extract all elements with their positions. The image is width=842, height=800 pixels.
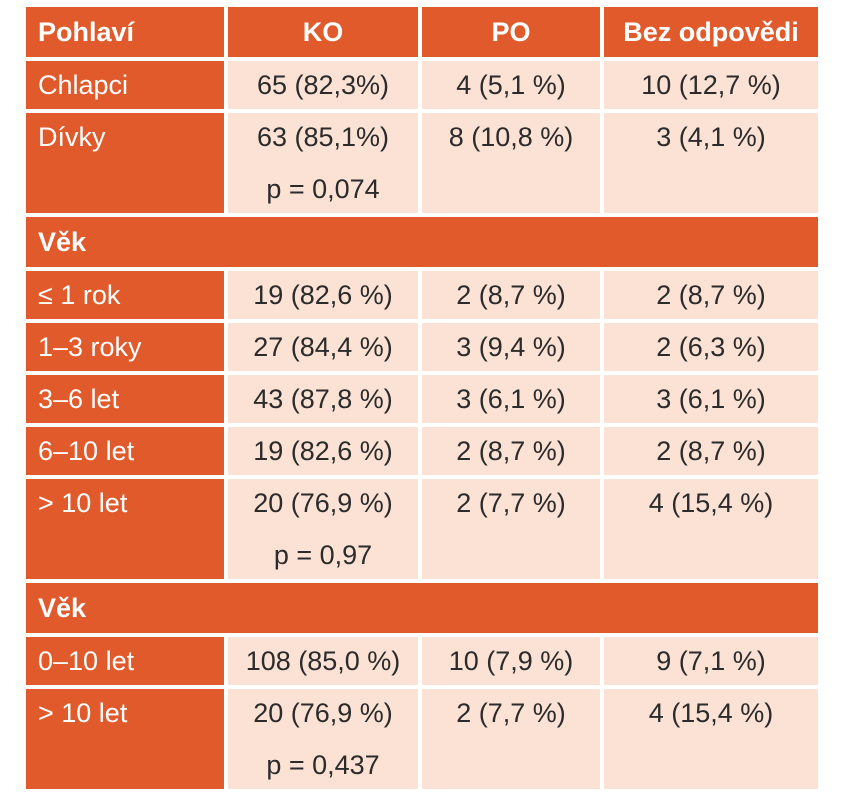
cell-no-answer: 10 (12,7 %): [604, 61, 818, 109]
row-label: > 10 let: [26, 479, 224, 579]
cell-po: 2 (8,7 %): [422, 427, 600, 475]
section-header-age-binary: Věk: [26, 583, 818, 633]
cell-ko: 63 (85,1%): [256, 122, 390, 152]
section-header-age: Věk: [26, 217, 818, 267]
cell-ko: 19 (82,6 %): [228, 271, 418, 319]
table-row: > 10 let 20 (76,9 %) p = 0,437 2 (7,7 %)…: [26, 689, 818, 789]
row-label: Dívky: [26, 113, 224, 213]
cell-ko: 43 (87,8 %): [228, 375, 418, 423]
header-row: Pohlaví KO PO Bez odpovědi: [26, 7, 818, 57]
section-title: Věk: [26, 583, 818, 633]
p-value: p = 0,074: [266, 174, 380, 204]
cell-ko: 19 (82,6 %): [228, 427, 418, 475]
row-label: > 10 let: [26, 689, 224, 789]
p-value: p = 0,437: [266, 750, 380, 780]
cell-no-answer: 2 (8,7 %): [604, 427, 818, 475]
header-no-answer: Bez odpovědi: [604, 7, 818, 57]
cell-po: 3 (6,1 %): [422, 375, 600, 423]
table-row: 0–10 let 108 (85,0 %) 10 (7,9 %) 9 (7,1 …: [26, 637, 818, 685]
table-row: > 10 let 20 (76,9 %) p = 0,97 2 (7,7 %) …: [26, 479, 818, 579]
table-row: 1–3 roky 27 (84,4 %) 3 (9,4 %) 2 (6,3 %): [26, 323, 818, 371]
header-ko: KO: [228, 7, 418, 57]
p-value: p = 0,97: [273, 540, 373, 570]
cell-ko: 20 (76,9 %): [253, 488, 393, 518]
cell-no-answer: 4 (15,4 %): [604, 479, 818, 579]
table-row: 6–10 let 19 (82,6 %) 2 (8,7 %) 2 (8,7 %): [26, 427, 818, 475]
row-label: 3–6 let: [26, 375, 224, 423]
cell-no-answer: 2 (6,3 %): [604, 323, 818, 371]
cell-ko: 108 (85,0 %): [228, 637, 418, 685]
cell-po: 3 (9,4 %): [422, 323, 600, 371]
header-gender: Pohlaví: [26, 7, 224, 57]
cell-no-answer: 4 (15,4 %): [604, 689, 818, 789]
cell-ko: 20 (76,9 %): [253, 698, 393, 728]
cell-no-answer: 2 (8,7 %): [604, 271, 818, 319]
header-po: PO: [422, 7, 600, 57]
cell-ko-with-p: 20 (76,9 %) p = 0,437: [228, 689, 418, 789]
row-label: ≤ 1 rok: [26, 271, 224, 319]
cell-no-answer: 9 (7,1 %): [604, 637, 818, 685]
cell-po: 2 (7,7 %): [422, 479, 600, 579]
section-title: Věk: [26, 217, 818, 267]
cell-po: 2 (8,7 %): [422, 271, 600, 319]
cell-ko: 27 (84,4 %): [228, 323, 418, 371]
cell-po: 10 (7,9 %): [422, 637, 600, 685]
results-table-container: Pohlaví KO PO Bez odpovědi Chlapci 65 (8…: [22, 3, 822, 793]
table-row: ≤ 1 rok 19 (82,6 %) 2 (8,7 %) 2 (8,7 %): [26, 271, 818, 319]
row-label: Chlapci: [26, 61, 224, 109]
table-row: Dívky 63 (85,1%) p = 0,074 8 (10,8 %) 3 …: [26, 113, 818, 213]
row-label: 6–10 let: [26, 427, 224, 475]
table-row: 3–6 let 43 (87,8 %) 3 (6,1 %) 3 (6,1 %): [26, 375, 818, 423]
results-table: Pohlaví KO PO Bez odpovědi Chlapci 65 (8…: [22, 3, 822, 793]
cell-po: 8 (10,8 %): [422, 113, 600, 213]
row-label: 1–3 roky: [26, 323, 224, 371]
cell-po: 2 (7,7 %): [422, 689, 600, 789]
cell-po: 4 (5,1 %): [422, 61, 600, 109]
cell-no-answer: 3 (6,1 %): [604, 375, 818, 423]
cell-ko-with-p: 20 (76,9 %) p = 0,97: [228, 479, 418, 579]
cell-ko-with-p: 63 (85,1%) p = 0,074: [228, 113, 418, 213]
cell-ko: 65 (82,3%): [228, 61, 418, 109]
table-row: Chlapci 65 (82,3%) 4 (5,1 %) 10 (12,7 %): [26, 61, 818, 109]
row-label: 0–10 let: [26, 637, 224, 685]
cell-no-answer: 3 (4,1 %): [604, 113, 818, 213]
